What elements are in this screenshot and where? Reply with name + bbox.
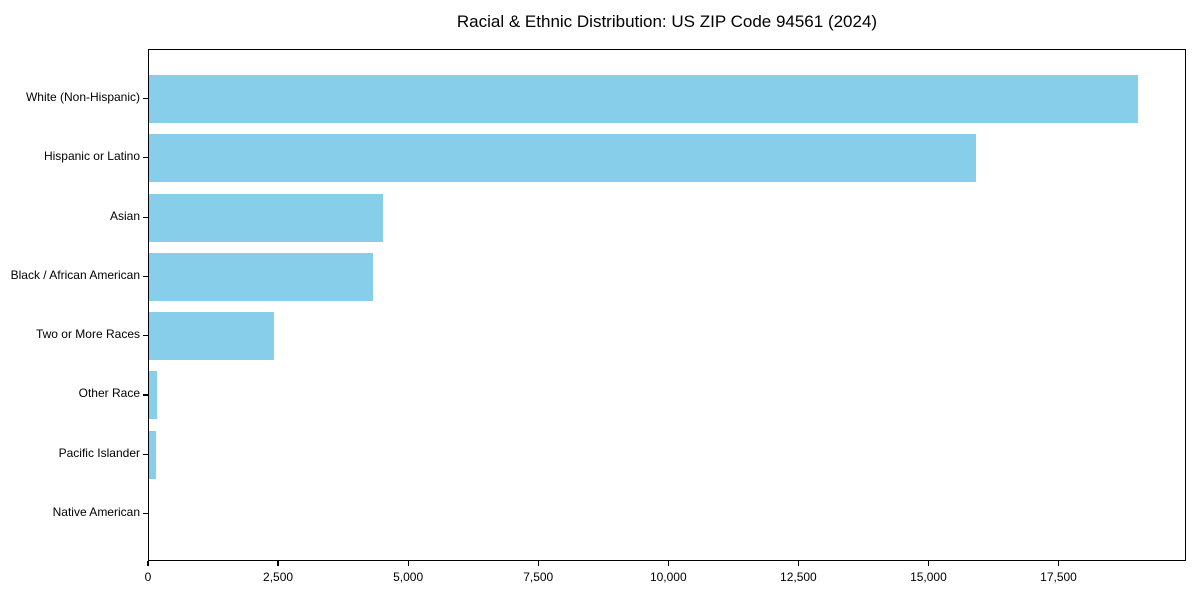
y-axis-tick (143, 216, 148, 218)
y-axis-tick (143, 98, 148, 100)
y-axis-label: White (Non-Hispanic) (25, 90, 140, 104)
x-axis-tick-label: 12,500 (780, 570, 817, 584)
bar-asian (149, 193, 384, 242)
x-axis-tick (667, 561, 669, 566)
x-axis-tick-label: 17,500 (1040, 570, 1077, 584)
y-axis-label: Black / African American (10, 267, 140, 282)
y-axis-tick (143, 275, 148, 278)
y-axis-label: Asian (109, 208, 140, 223)
x-axis-tick (927, 561, 930, 566)
y-axis-tick (143, 335, 148, 337)
x-axis-tick-label: 0 (144, 570, 152, 584)
y-axis-tick (143, 453, 148, 455)
x-axis-tick (797, 561, 799, 566)
bar-two-or-more-races (149, 312, 274, 361)
y-axis-label: Two or More Races (35, 327, 140, 342)
y-axis-tick (143, 513, 148, 515)
x-axis-tick (277, 561, 279, 566)
y-axis-label: Other Race (78, 386, 140, 401)
y-axis-label: Pacific Islander (58, 445, 140, 460)
bar-white-non-hispanic (149, 75, 1138, 123)
bar-other-race (149, 371, 157, 420)
y-axis-label: Hispanic or Latino (43, 149, 140, 164)
bar-pacific-islander (149, 430, 156, 479)
x-axis-tick (537, 561, 539, 566)
x-axis-tick-label: 2,500 (263, 570, 294, 584)
x-axis-tick-label: 10,000 (649, 570, 687, 584)
bar-black-african-american (149, 252, 373, 301)
x-axis-tick-label: 15,000 (910, 570, 947, 584)
bar-hispanic-or-latino (149, 134, 977, 183)
plot-area (148, 49, 1186, 561)
y-axis-label: Native American (52, 505, 140, 519)
x-axis-tick-label: 7,500 (523, 570, 554, 584)
y-axis-tick (143, 157, 148, 159)
y-axis-tick (143, 394, 148, 396)
chart-title: Racial & Ethnic Distribution: US ZIP Cod… (456, 12, 878, 31)
x-axis-tick (147, 561, 149, 566)
x-axis-tick (1057, 561, 1060, 566)
x-axis-tick (407, 561, 409, 566)
x-axis-tick-label: 5,000 (393, 570, 424, 584)
